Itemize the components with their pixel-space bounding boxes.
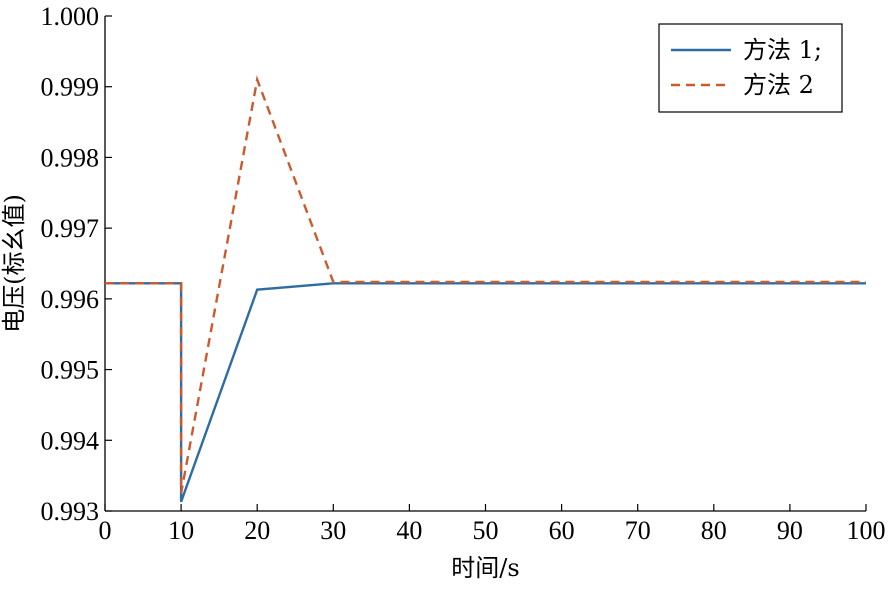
legend-label-series-2: 方法 2 bbox=[743, 71, 814, 99]
y-tick-label: 0.998 bbox=[41, 143, 100, 172]
y-tick-label: 1.000 bbox=[41, 2, 100, 31]
axes: 0 10 20 30 40 50 60 70 80 90 100 0.993 0.994 0.995 0.9… bbox=[41, 2, 886, 545]
legend-box bbox=[658, 23, 843, 113]
x-tick-label: 20 bbox=[244, 516, 270, 545]
y-axis-title: 电压(标幺值) bbox=[0, 194, 28, 333]
y-tick-label: 0.994 bbox=[41, 426, 100, 455]
y-tick-label: 0.996 bbox=[41, 285, 100, 314]
series-line-1 bbox=[105, 282, 866, 503]
legend-label-series-1: 方法 1; bbox=[743, 36, 822, 64]
y-tick-label: 0.999 bbox=[41, 73, 100, 102]
x-tick-label: 40 bbox=[396, 516, 422, 545]
x-tick-label: 60 bbox=[549, 516, 575, 545]
x-tick-label: 30 bbox=[320, 516, 346, 545]
x-tick-label: 90 bbox=[777, 516, 803, 545]
x-tick-label: 70 bbox=[625, 516, 651, 545]
x-tick-label: 100 bbox=[847, 516, 886, 545]
y-tick-label: 0.997 bbox=[41, 214, 100, 243]
x-tick-label: 50 bbox=[473, 516, 499, 545]
x-tick-label: 10 bbox=[168, 516, 194, 545]
y-tick-label: 0.995 bbox=[41, 356, 100, 385]
x-tick-label: 80 bbox=[701, 516, 727, 545]
plot-series bbox=[105, 75, 866, 503]
legend: 方法 1; 方法 2 bbox=[658, 23, 843, 113]
y-tick-label: 0.993 bbox=[41, 497, 100, 526]
series-line-2 bbox=[105, 75, 866, 494]
x-tick-label: 0 bbox=[99, 516, 112, 545]
x-axis-title: 时间/s bbox=[451, 554, 519, 582]
